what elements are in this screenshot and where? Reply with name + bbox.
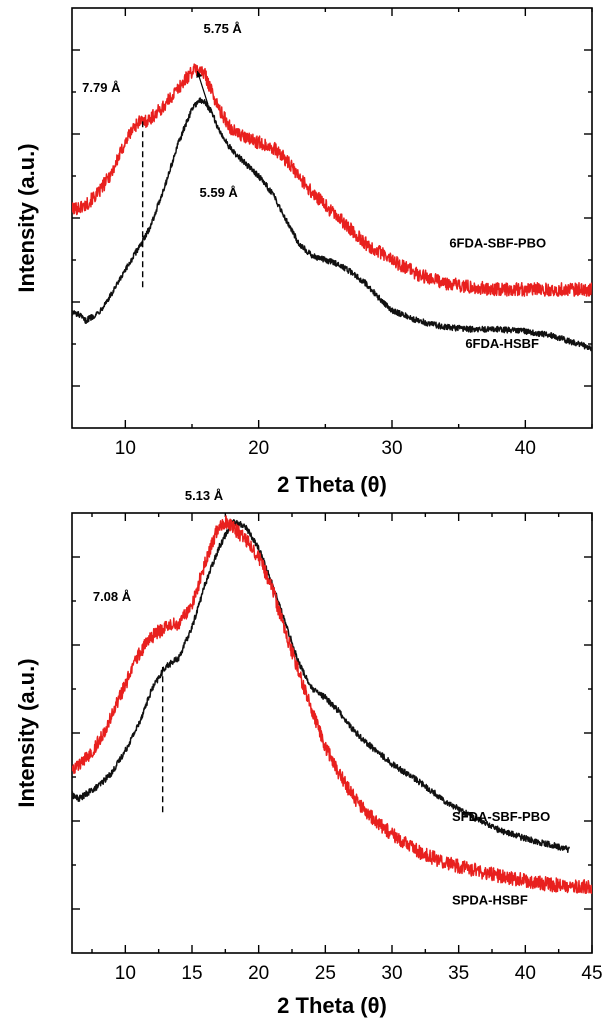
bottom-series-spda-hsbf (72, 515, 592, 895)
top-series-6fda-sbf-pbo (72, 63, 592, 297)
bottom-d-spacing-label: 7.08 Å (93, 589, 132, 604)
bottom-y-axis-label: Intensity (a.u.) (14, 658, 39, 807)
top-series-label: 6FDA-SBF-PBO (449, 235, 546, 250)
top-x-tick-label: 40 (515, 438, 536, 459)
bottom-series-sfda-sbf-pbo (72, 519, 571, 854)
top-plot-frame (71, 7, 593, 429)
top-x-axis-label: 2 Theta (θ) (277, 472, 387, 497)
bottom-series-label: SFDA-SBF-PBO (452, 809, 550, 824)
top-x-tick-label: 10 (115, 438, 136, 459)
bottom-x-tick-label: 30 (381, 963, 402, 984)
top-x-tick-label: 30 (381, 438, 402, 459)
bottom-x-tick-label: 40 (515, 963, 536, 984)
bottom-plot-frame (71, 512, 593, 954)
bottom-x-axis-label: 2 Theta (θ) (277, 993, 387, 1018)
bottom-x-tick-label: 10 (115, 963, 136, 984)
bottom-d-spacing-label: 5.13 Å (185, 488, 224, 503)
top-d-spacing-label: 5.75 Å (204, 21, 243, 36)
bottom-x-tick-label: 35 (448, 963, 469, 984)
bottom-x-tick-label: 15 (181, 963, 202, 984)
top-x-tick-label: 20 (248, 438, 269, 459)
bottom-series-label: SPDA-HSBF (452, 893, 528, 908)
bottom-x-tick-label: 25 (315, 963, 336, 984)
top-series-label: 6FDA-HSBF (465, 336, 539, 351)
chart-bottom: 10 15 20 25 30 35 40 45 2 Theta (θ) Intensity (a.… (14, 488, 603, 1018)
top-d-spacing-label: 5.59 Å (200, 185, 239, 200)
top-y-axis-label: Intensity (a.u.) (14, 143, 39, 292)
top-d-spacing-label: 7.79 Å (82, 80, 121, 95)
bottom-x-tick-label: 45 (581, 963, 602, 984)
bottom-x-tick-label: 20 (248, 963, 269, 984)
top-series-6fda-hsbf (72, 97, 592, 352)
chart-top: 10 20 30 40 2 Theta (θ) Intensity (a.u.) 5.75 … (14, 7, 593, 497)
top-arrow-head (196, 71, 203, 78)
